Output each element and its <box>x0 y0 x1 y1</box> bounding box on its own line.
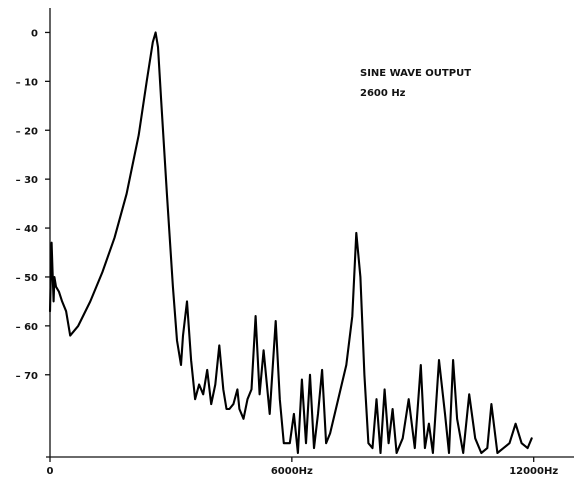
series-line <box>48 31 533 455</box>
annotation-line-1: SINE WAVE OUTPUT <box>360 68 471 79</box>
x-tick-label: 6000Hz <box>271 466 313 477</box>
y-tick-label: – 20 <box>16 126 38 137</box>
y-tick-label: – 10 <box>16 77 38 88</box>
y-ticks: 0 – 10 – 20 – 30 – 40 – 50 – 60 – 70 <box>16 28 50 382</box>
x-axis: 0 6000Hz 12000Hz <box>46 456 574 477</box>
y-tick-label: – 50 <box>16 273 38 284</box>
x-tick-label: 0 <box>47 466 54 477</box>
y-tick-label: – 40 <box>16 224 38 235</box>
series-layer <box>48 31 533 455</box>
y-tick-label: – 30 <box>16 175 38 186</box>
y-axis: 0 – 10 – 20 – 30 – 40 – 50 – 60 – 70 <box>16 8 51 457</box>
x-ticks: 0 6000Hz 12000Hz <box>47 457 558 477</box>
y-tick-label: – 70 <box>16 371 38 382</box>
annotation-line-2: 2600 Hz <box>360 88 406 99</box>
x-tick-label: 12000Hz <box>509 466 558 477</box>
y-tick-label: 0 <box>31 28 38 39</box>
y-tick-label: – 60 <box>16 322 38 333</box>
